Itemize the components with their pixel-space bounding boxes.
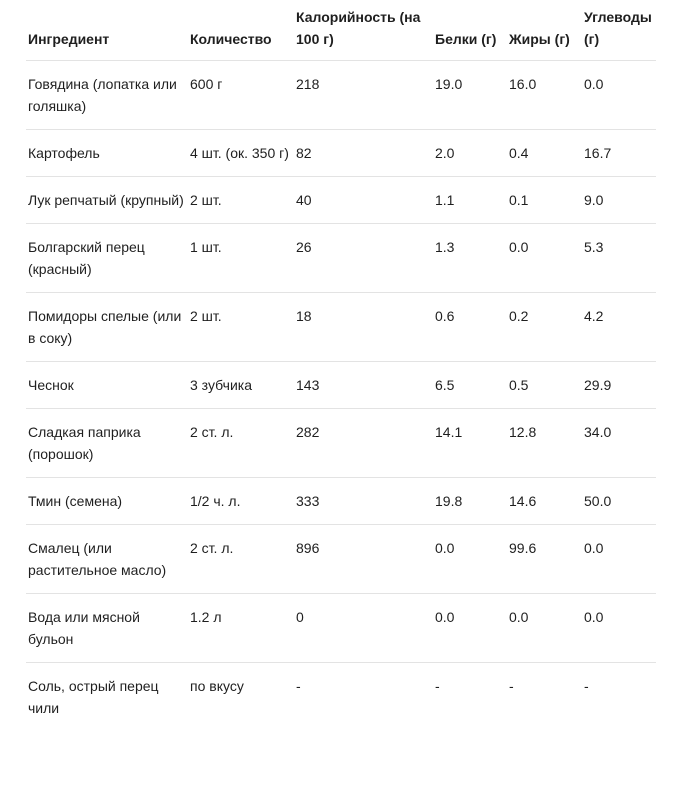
cell-fat: 0.5 — [507, 361, 582, 409]
cell-calories: 333 — [294, 477, 433, 525]
cell-protein: 14.1 — [433, 408, 507, 478]
cell-carbs: 0.0 — [582, 60, 656, 130]
table-header: Ингредиент Количество Калорийность (на 1… — [26, 0, 656, 61]
cell-quantity: 4 шт. (ок. 350 г) — [188, 129, 294, 177]
cell-ingredient: Помидоры спелые (или в соку) — [26, 292, 188, 362]
header-carbs: Углеводы (г) — [582, 0, 656, 61]
cell-calories: 143 — [294, 361, 433, 409]
cell-fat: - — [509, 678, 514, 694]
cell-ingredient: Сладкая паприка (порошок) — [26, 408, 188, 478]
header-quantity: Количество — [188, 0, 294, 61]
cell-fat: 16.0 — [507, 60, 582, 130]
cell-carbs: 5.3 — [582, 223, 656, 293]
table-row: Картофель 4 шт. (ок. 350 г) 82 2.0 0.4 1… — [26, 129, 656, 177]
header-protein: Белки (г) — [433, 0, 507, 61]
cell-protein: 1.3 — [433, 223, 507, 293]
cell-ingredient: Лук репчатый (крупный) — [26, 176, 188, 224]
nutrition-table: Ингредиент Количество Калорийность (на 1… — [26, 0, 656, 731]
cell-calories: 26 — [294, 223, 433, 293]
table-row: Говядина (лопатка или голяшка) 600 г 218… — [26, 60, 656, 130]
header-fat: Жиры (г) — [507, 0, 582, 61]
cell-quantity: 600 г — [188, 60, 294, 130]
cell-calories: 0 — [294, 593, 433, 663]
table-row: Лук репчатый (крупный) 2 шт. 40 1.1 0.1 … — [26, 176, 656, 224]
cell-protein: 19.0 — [433, 60, 507, 130]
cell-fat: 0.4 — [507, 129, 582, 177]
cell-calories: 40 — [294, 176, 433, 224]
cell-protein: 2.0 — [433, 129, 507, 177]
table-row: Смалец (или растительное масло) 2 ст. л.… — [26, 524, 656, 594]
cell-fat: 0.1 — [507, 176, 582, 224]
cell-carbs: 4.2 — [582, 292, 656, 362]
cell-protein: 0.0 — [433, 593, 507, 663]
cell-protein: 6.5 — [433, 361, 507, 409]
table-row: Сладкая паприка (порошок) 2 ст. л. 282 1… — [26, 408, 656, 478]
cell-quantity: 1/2 ч. л. — [188, 477, 294, 525]
cell-protein: 0.0 — [433, 524, 507, 594]
cell-quantity: 1.2 л — [188, 593, 294, 663]
cell-ingredient: Соль, острый перец чили — [28, 678, 159, 716]
header-ingredient: Ингредиент — [26, 0, 188, 61]
cell-quantity: 2 шт. — [188, 176, 294, 224]
cell-fat: 0.2 — [507, 292, 582, 362]
cell-calories: - — [296, 678, 301, 694]
cell-carbs: 9.0 — [582, 176, 656, 224]
cell-fat: 14.6 — [507, 477, 582, 525]
cell-ingredient: Тмин (семена) — [26, 477, 188, 525]
cell-ingredient: Чеснок — [26, 361, 188, 409]
header-row: Ингредиент Количество Калорийность (на 1… — [26, 0, 656, 61]
header-calories: Калорийность (на 100 г) — [294, 0, 433, 61]
cell-carbs: 34.0 — [582, 408, 656, 478]
cell-quantity: 2 ст. л. — [188, 524, 294, 594]
cell-ingredient: Говядина (лопатка или голяшка) — [26, 60, 188, 130]
table-body: Говядина (лопатка или голяшка) 600 г 218… — [26, 60, 656, 732]
cell-calories: 896 — [294, 524, 433, 594]
cell-carbs: 0.0 — [582, 593, 656, 663]
cell-fat: 0.0 — [507, 223, 582, 293]
cell-carbs: - — [584, 678, 589, 694]
table-row: Вода или мясной бульон 1.2 л 0 0.0 0.0 0… — [26, 593, 656, 663]
cell-quantity: 2 ст. л. — [188, 408, 294, 478]
cell-ingredient: Картофель — [26, 129, 188, 177]
cell-carbs: 29.9 — [582, 361, 656, 409]
cell-protein: 19.8 — [433, 477, 507, 525]
cell-carbs: 16.7 — [582, 129, 656, 177]
table-row: Тмин (семена) 1/2 ч. л. 333 19.8 14.6 50… — [26, 477, 656, 525]
cell-quantity: 2 шт. — [188, 292, 294, 362]
table-row: Чеснок 3 зубчика 143 6.5 0.5 29.9 — [26, 361, 656, 409]
cell-ingredient: Смалец (или растительное масло) — [26, 524, 188, 594]
cell-quantity: по вкусу — [190, 678, 244, 694]
table-row: Болгарский перец (красный) 1 шт. 26 1.3 … — [26, 223, 656, 293]
cell-fat: 12.8 — [507, 408, 582, 478]
nutrition-table-container: Ингредиент Количество Калорийность (на 1… — [26, 0, 656, 731]
table-row: Помидоры спелые (или в соку) 2 шт. 18 0.… — [26, 292, 656, 362]
cell-carbs: 0.0 — [582, 524, 656, 594]
cell-quantity: 1 шт. — [188, 223, 294, 293]
cell-calories: 282 — [294, 408, 433, 478]
cell-fat: 0.0 — [507, 593, 582, 663]
cell-fat: 99.6 — [507, 524, 582, 594]
cell-protein: - — [435, 678, 440, 694]
cell-calories: 18 — [294, 292, 433, 362]
cell-calories: 218 — [294, 60, 433, 130]
cell-protein: 0.6 — [433, 292, 507, 362]
cell-carbs: 50.0 — [582, 477, 656, 525]
table-row: Соль, острый перец чили по вкусу - - - - — [26, 663, 656, 732]
cell-ingredient: Вода или мясной бульон — [26, 593, 188, 663]
cell-ingredient: Болгарский перец (красный) — [26, 223, 188, 293]
cell-protein: 1.1 — [433, 176, 507, 224]
cell-quantity: 3 зубчика — [188, 361, 294, 409]
cell-calories: 82 — [294, 129, 433, 177]
